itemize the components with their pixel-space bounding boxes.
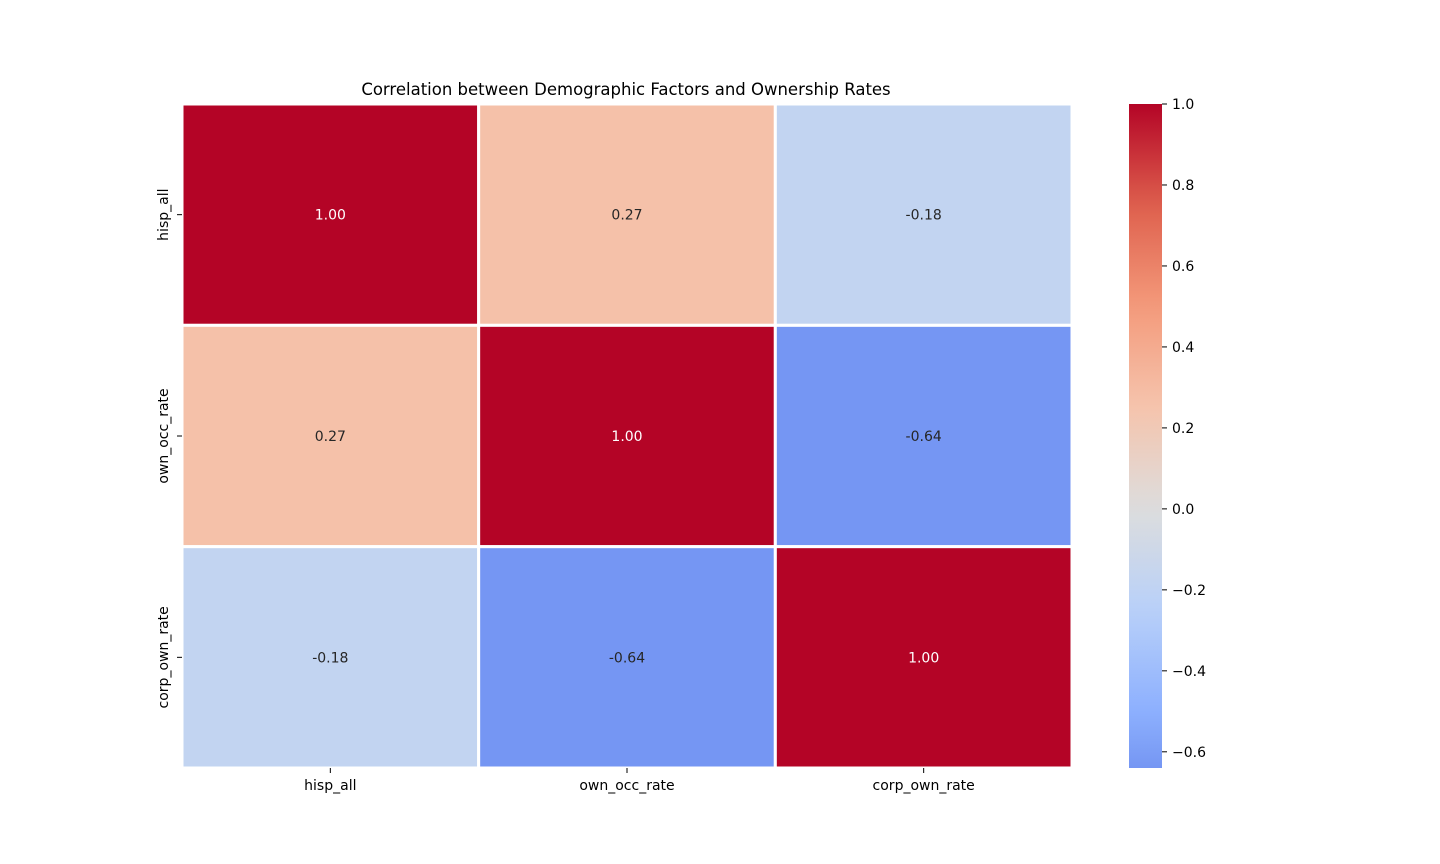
cell-value-label-r1-c0: 0.27 <box>315 429 346 445</box>
heatmap-cell-labels: 1.00 0.27 -0.18 0.27 1.00 -0.64 -0.18 -0.64 1.00 <box>312 208 942 667</box>
heatmap-cell-r1-c1 <box>477 323 777 549</box>
colorbar-tick-label: 0.6 <box>1172 259 1194 275</box>
cell-value-label-r1-c1: 1.00 <box>611 429 642 445</box>
x-tick-label: corp_own_rate <box>873 778 975 794</box>
colorbar-tick-label: 0.0 <box>1172 502 1194 518</box>
heatmap-cell-r0-c2 <box>773 102 1074 327</box>
colorbar: 1.0 0.8 0.6 0.4 0.2 0.0 −0.2 −0.4 −0.6 <box>1129 97 1206 768</box>
cell-value-label-r2-c2: 1.00 <box>908 650 939 666</box>
x-axis: hisp_all own_occ_rate corp_own_rate <box>304 768 975 794</box>
cell-value-label-r1-c2: -0.64 <box>906 429 942 445</box>
y-tick-label: hisp_all <box>156 189 172 241</box>
cell-value-label-r2-c0: -0.18 <box>312 650 348 666</box>
colorbar-tick-label: 0.8 <box>1172 178 1194 194</box>
heatmap-cell-r1-c2 <box>773 323 1074 549</box>
cell-value-label-r0-c1: 0.27 <box>611 208 642 224</box>
heatmap-cell-r0-c1 <box>477 102 777 327</box>
x-tick-label: hisp_all <box>304 778 356 794</box>
y-tick-label: own_occ_rate <box>156 388 172 483</box>
colorbar-gradient <box>1129 104 1162 768</box>
x-tick-label: own_occ_rate <box>579 778 674 794</box>
cell-value-label-r2-c1: -0.64 <box>609 650 645 666</box>
heatmap-cell-r2-c1 <box>477 545 777 770</box>
y-axis: hisp_all own_occ_rate corp_own_rate <box>156 189 182 708</box>
cell-value-label-r0-c2: -0.18 <box>906 208 942 224</box>
colorbar-tick-label: −0.2 <box>1172 583 1206 599</box>
heatmap-cell-r1-c0 <box>180 323 481 549</box>
y-tick-label: corp_own_rate <box>156 606 172 708</box>
colorbar-tick-label: −0.4 <box>1172 664 1206 680</box>
cell-value-label-r0-c0: 1.00 <box>315 208 346 224</box>
heatmap-cell-r0-c0 <box>180 102 481 327</box>
colorbar-tick-label: 0.2 <box>1172 421 1194 437</box>
colorbar-tick-label: 0.4 <box>1172 340 1194 356</box>
heatmap-cells <box>180 102 1074 770</box>
colorbar-tick-label: 1.0 <box>1172 97 1194 113</box>
colorbar-tick-label: −0.6 <box>1172 745 1206 761</box>
chart-title: Correlation between Demographic Factors … <box>361 80 890 99</box>
